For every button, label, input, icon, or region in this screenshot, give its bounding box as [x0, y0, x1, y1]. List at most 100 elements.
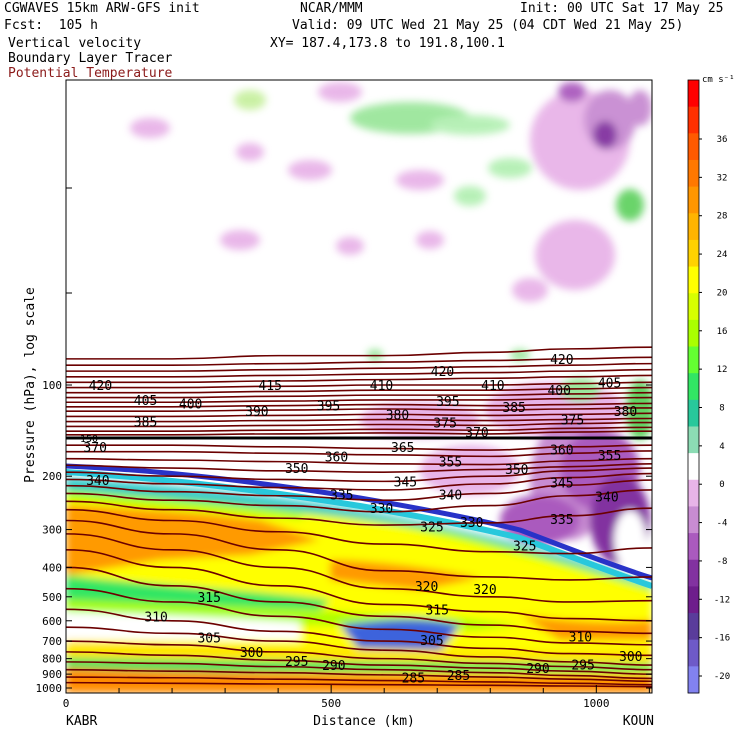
isentrope-label: 340 — [439, 489, 462, 504]
isentrope-label: 285 — [447, 669, 470, 684]
isentrope-label: 325 — [513, 539, 536, 554]
y-tick-label: 300 — [42, 524, 62, 537]
colorbar-label: 0 — [719, 480, 724, 490]
isentrope — [66, 587, 652, 646]
cross-section-endpoints: XY= 187.4,173.8 to 191.8,100.1 — [270, 36, 505, 51]
isentrope — [66, 407, 652, 412]
isentrope-label: 290 — [526, 662, 549, 677]
isentrope — [66, 368, 652, 378]
colorbar-label: 36 — [717, 135, 728, 145]
isentrope-label: 290 — [322, 659, 345, 674]
y-tick-label: 100 — [42, 379, 62, 392]
colorbar-swatch — [688, 293, 699, 321]
isentrope-label: 380 — [614, 405, 637, 420]
isentrope-label: 375 — [561, 414, 584, 429]
isentrope-label: 310 — [569, 630, 592, 645]
isentrope — [66, 519, 652, 581]
isentrope-label: 360 — [550, 443, 573, 458]
isentrope — [66, 374, 652, 384]
colorbar-swatch — [688, 666, 699, 694]
colorbar-swatch — [688, 266, 699, 294]
isentrope-label: 300 — [619, 650, 642, 665]
isentrope-label: 355 — [598, 449, 621, 464]
colorbar-label: -16 — [714, 634, 730, 644]
isentrope-label: 405 — [134, 394, 157, 409]
isentrope-label: 335 — [550, 513, 573, 528]
init-time: Init: 00 UTC Sat 17 May 25 — [520, 1, 724, 16]
isentrope-label: 295 — [571, 658, 594, 673]
isentrope-label: 320 — [473, 583, 496, 598]
y-tick-label: 600 — [42, 615, 62, 628]
y-tick-label: 200 — [42, 470, 62, 483]
isentrope — [66, 549, 652, 622]
colorbar-label: -12 — [714, 595, 730, 605]
isentrope — [66, 479, 652, 502]
isentrope-label: 350 — [505, 463, 528, 478]
field-vertical-velocity: Vertical velocity — [8, 36, 142, 51]
field-boundary-layer-tracer: Boundary Layer Tracer — [8, 51, 173, 66]
colorbar-label: 20 — [717, 288, 728, 298]
y-tick-label: 1000 — [36, 682, 63, 695]
isentrope-label: 370 — [83, 441, 106, 456]
isentrope-label: 420 — [89, 379, 112, 394]
colorbar-swatch — [688, 346, 699, 374]
colorbar-swatch — [688, 479, 699, 507]
center-label: NCAR/MMM — [300, 1, 363, 16]
isentrope-labels: 420 415 410 420 410 420 405 400 405 400 390 395 395 3… — [83, 353, 642, 687]
isentrope — [66, 463, 652, 474]
isentrope-lines — [66, 346, 652, 688]
isentrope — [66, 681, 652, 688]
isentrope-label: 375 — [433, 417, 456, 432]
isentrope — [66, 346, 652, 360]
colorbar-swatch — [688, 399, 699, 427]
x-axis-label: Distance (km) — [313, 714, 415, 729]
isentrope-label: 295 — [285, 655, 308, 670]
colorbar: 36 32 28 24 20 16 12 8 4 0 -4 -8 -12 -16 -20 — [687, 79, 730, 694]
isentrope — [66, 472, 652, 491]
isentrope — [66, 444, 652, 451]
isentrope-label: 370 — [465, 426, 488, 441]
isentrope — [66, 676, 652, 686]
isentrope-label: 420 — [431, 365, 454, 380]
isentrope-label: 415 — [258, 379, 281, 394]
colorbar-unit: cm s⁻¹ — [702, 75, 735, 85]
x-tick-label: 1000 — [583, 697, 610, 710]
isentrope — [66, 566, 652, 635]
y-tick-label: 800 — [42, 653, 62, 666]
isentrope-label: 410 — [370, 379, 393, 394]
colorbar-swatch — [688, 533, 699, 561]
isentrope — [66, 508, 652, 555]
isentrope — [66, 417, 652, 423]
isentrope-label: 420 — [550, 353, 573, 368]
isentrope-label: 335 — [330, 489, 353, 504]
isentrope-label: 305 — [197, 631, 220, 646]
isentrope-label: 380 — [386, 408, 409, 423]
colorbar-swatch — [688, 239, 699, 268]
isentrope-label: 340 — [86, 474, 109, 489]
isentrope-label: 310 — [144, 610, 167, 625]
isentrope-label: 340 — [595, 490, 618, 505]
colorbar-label: 28 — [717, 212, 728, 222]
isentrope-label: 315 — [197, 591, 220, 606]
isentrope — [66, 467, 652, 483]
right-endpoint-label: KOUN — [623, 714, 654, 729]
y-tick-label: 400 — [42, 561, 62, 574]
isentrope-label: 300 — [240, 646, 263, 661]
x-axis: 0 500 1000 — [63, 685, 650, 710]
isentrope-label: 400 — [179, 397, 202, 412]
y-axis-label: Pressure (hPa), log scale — [23, 287, 38, 483]
isentrope — [66, 381, 652, 389]
colorbar-swatch — [688, 106, 699, 134]
isentrope — [66, 500, 652, 526]
isentrope-label: 305 — [420, 634, 443, 649]
isentrope-label: 345 — [550, 477, 573, 492]
isentrope — [66, 640, 652, 671]
isentrope — [66, 608, 652, 657]
y-tick-label: 500 — [42, 591, 62, 604]
forecast-hour: Fcst: 105 h — [4, 18, 98, 33]
colorbar-label: -4 — [717, 519, 728, 529]
isentrope — [66, 396, 652, 404]
colorbar-swatch — [688, 613, 699, 641]
